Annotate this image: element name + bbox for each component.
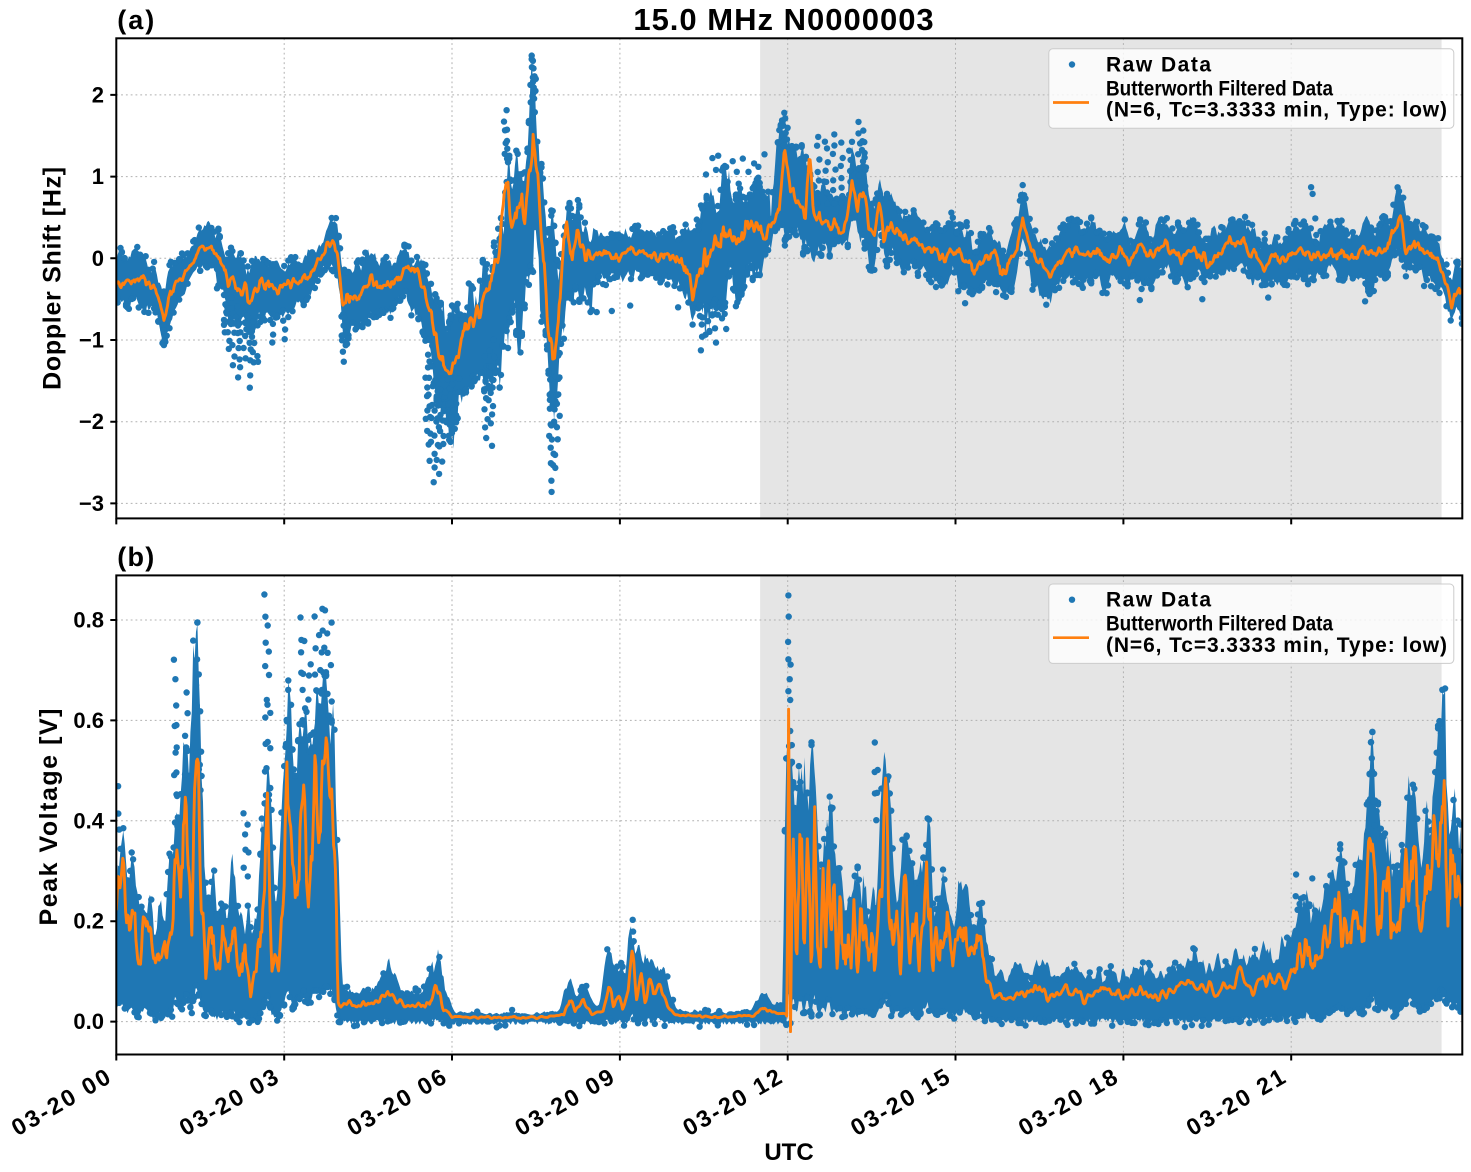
svg-text:Peak Voltage [V]: Peak Voltage [V] [35, 709, 63, 926]
svg-text:−1: −1 [79, 328, 104, 353]
svg-text:0.6: 0.6 [73, 708, 104, 733]
svg-text:15.0 MHz N0000003: 15.0 MHz N0000003 [633, 2, 934, 37]
svg-text:−3: −3 [79, 491, 104, 516]
svg-text:(N=6, Tc=3.3333 min, Type: low: (N=6, Tc=3.3333 min, Type: low) [1106, 99, 1447, 122]
svg-text:Butterworth Filtered Data: Butterworth Filtered Data [1106, 613, 1333, 636]
svg-text:1: 1 [92, 164, 104, 189]
svg-text:Butterworth Filtered Data: Butterworth Filtered Data [1106, 77, 1333, 100]
svg-text:(N=6, Tc=3.3333 min, Type: low: (N=6, Tc=3.3333 min, Type: low) [1106, 634, 1447, 657]
svg-text:UTC: UTC [764, 1139, 813, 1166]
svg-text:0.4: 0.4 [73, 808, 104, 833]
svg-text:2: 2 [92, 82, 104, 107]
svg-text:0: 0 [92, 246, 104, 271]
svg-text:Raw Data: Raw Data [1106, 53, 1211, 76]
svg-text:(a): (a) [117, 5, 154, 35]
svg-text:0.2: 0.2 [73, 909, 104, 934]
svg-text:0.0: 0.0 [73, 1009, 104, 1034]
svg-text:Doppler Shift [Hz]: Doppler Shift [Hz] [39, 167, 67, 390]
svg-text:−2: −2 [79, 409, 104, 434]
svg-text:Raw Data: Raw Data [1106, 589, 1211, 612]
svg-text:0.8: 0.8 [73, 608, 104, 633]
svg-text:(b): (b) [117, 542, 154, 572]
